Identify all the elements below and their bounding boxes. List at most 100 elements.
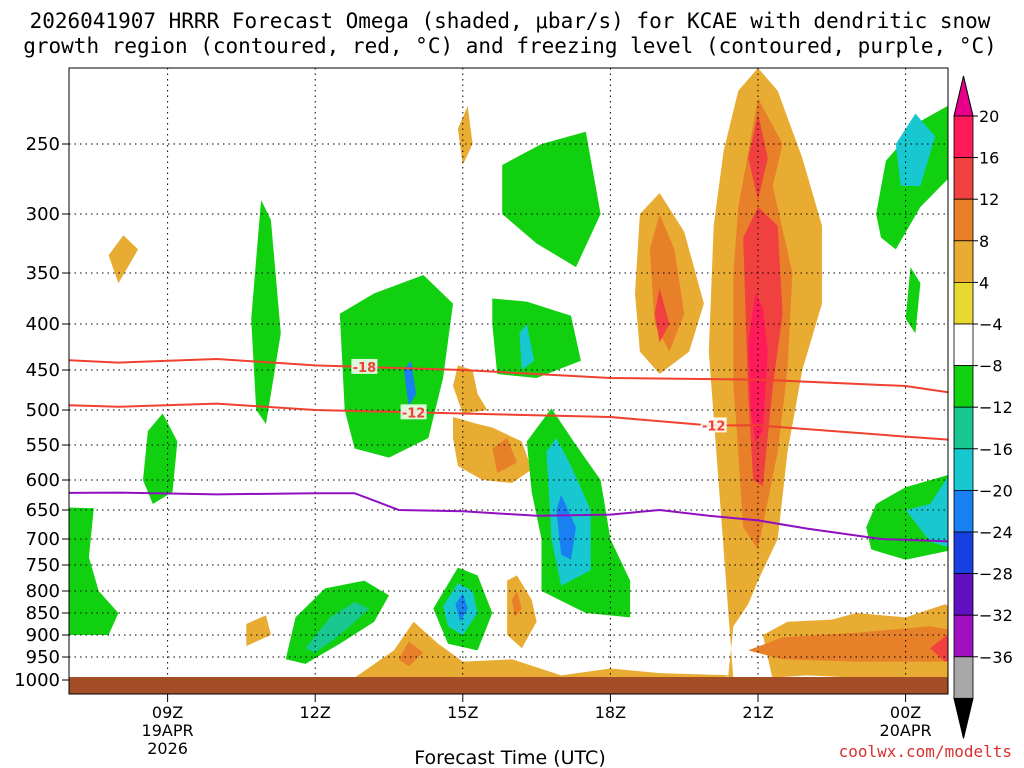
colorbar-tick-label-6: −8	[979, 357, 1003, 376]
colorbar-bin-11	[953, 573, 974, 616]
omega-region-24	[512, 591, 522, 618]
y-tick-label-250: 250	[26, 134, 60, 155]
colorbar-tick-label-10: −24	[979, 523, 1013, 542]
colorbar-bin-2	[953, 198, 974, 242]
y-tick-label-450: 450	[26, 360, 60, 381]
colorbar-bin-4	[953, 281, 974, 325]
colorbar-tick-label-9: −20	[979, 481, 1013, 500]
contour-label-0: -18	[353, 361, 377, 376]
colorbar-bin-10	[953, 531, 974, 574]
colorbar: 20 16 12 8 4 −4 −8 −12 −16 −20 −24 −28 −32 −36	[953, 75, 1013, 739]
omega-region-36	[748, 626, 948, 662]
omega-region-37	[930, 634, 948, 662]
omega-region-4	[246, 615, 271, 646]
y-tick-label-500: 500	[26, 400, 60, 421]
x-tick-label-00Z: 00Z	[890, 703, 921, 722]
y-tick-label-950: 950	[26, 647, 60, 668]
omega-region-9	[354, 621, 734, 679]
contour-label-2: -12	[702, 419, 726, 434]
y-tick-label-850: 850	[26, 603, 60, 624]
omega-region-25	[502, 131, 601, 268]
x-tick-label-15Z: 15Z	[447, 703, 478, 722]
contour-label-bg-0	[351, 358, 378, 374]
y-tick-label-350: 350	[26, 263, 60, 284]
omega-region-10	[398, 641, 424, 667]
colorbar-tick-label-5: −4	[979, 315, 1003, 334]
x-tick-label-12Z: 12Z	[300, 703, 331, 722]
omega-region-2	[108, 235, 139, 284]
colorbar-bin-6	[953, 365, 974, 408]
colorbar-bin-8	[953, 448, 974, 491]
y-tick-label-1000: 1000	[14, 670, 60, 691]
colorbar-tick-label-2: 12	[979, 190, 999, 209]
contour-label-bg-2	[700, 417, 727, 433]
contour-lines: -18 -12 -12	[69, 357, 948, 543]
omega-region-22	[556, 495, 576, 560]
contour-3	[69, 491, 948, 543]
omega-region-8	[403, 360, 417, 406]
colorbar-tick-label-8: −16	[979, 440, 1013, 459]
x-axis-label: Forecast Time (UTC)	[414, 747, 605, 768]
omega-region-13	[492, 438, 517, 473]
y-tick-label-750: 750	[26, 555, 60, 576]
colorbar-bin-13	[953, 656, 974, 699]
omega-region-17	[455, 593, 468, 622]
omega-region-6	[305, 602, 370, 653]
omega-region-28	[654, 288, 670, 343]
plot-area: -18 -12 -12	[69, 68, 948, 679]
contour-label-1: -12	[402, 406, 426, 421]
colorbar-tick-label-0: 20	[979, 107, 999, 126]
colorbar-bottom-cap	[953, 697, 974, 739]
omega-region-11	[453, 365, 488, 414]
contour-label-bg-1	[400, 404, 427, 420]
omega-region-3	[251, 200, 281, 424]
y-tick-label-550: 550	[26, 435, 60, 456]
x-year-label-09Z: 2026	[147, 739, 188, 758]
colorbar-tick-label-11: −28	[979, 565, 1013, 584]
colorbar-bin-9	[953, 489, 974, 533]
y-tick-label-700: 700	[26, 529, 60, 550]
omega-region-40	[905, 267, 921, 334]
colorbar-bin-0	[953, 115, 974, 158]
contour-1	[69, 402, 948, 441]
contour-0	[69, 357, 948, 394]
omega-region-35	[753, 342, 761, 402]
chart-title-line2: growth region (contoured, red, °C) and f…	[23, 34, 997, 58]
colorbar-bin-5	[953, 323, 974, 366]
y-tick-label-300: 300	[26, 204, 60, 225]
y-tick-label-650: 650	[26, 500, 60, 521]
y-tick-label-800: 800	[26, 581, 60, 602]
x-tick-label-09Z: 09Z	[152, 703, 183, 722]
colorbar-bin-7	[953, 406, 974, 450]
x-date-label-00Z: 20APR	[880, 721, 932, 740]
colorbar-tick-label-12: −32	[979, 606, 1013, 625]
omega-region-14	[457, 106, 473, 165]
omega-region-12	[453, 417, 532, 483]
x-tick-label-21Z: 21Z	[742, 703, 773, 722]
colorbar-tick-label-7: −12	[979, 398, 1013, 417]
chart-title-line1: 2026041907 HRRR Forecast Omega (shaded, …	[30, 9, 991, 33]
colorbar-tick-label-13: −36	[979, 648, 1013, 667]
omega-region-19	[519, 324, 535, 370]
omega-region-18	[492, 298, 581, 378]
colorbar-bin-1	[953, 157, 974, 200]
x-date-label-09Z: 19APR	[142, 721, 194, 740]
plot-frame	[68, 67, 949, 695]
omega-region-23	[507, 575, 537, 649]
colorbar-bin-3	[953, 240, 974, 283]
colorbar-top-cap	[953, 75, 974, 117]
colorbar-tick-label-4: 4	[979, 273, 989, 292]
colorbar-tick-label-3: 8	[979, 232, 989, 251]
gridlines	[69, 68, 948, 679]
colorbar-bin-12	[953, 614, 974, 658]
y-tick-label-400: 400	[26, 314, 60, 335]
x-tick-label-18Z: 18Z	[595, 703, 626, 722]
omega-region-1	[143, 413, 178, 504]
y-tick-label-900: 900	[26, 625, 60, 646]
omega-region-42	[905, 476, 948, 548]
ground-surface	[69, 677, 948, 694]
y-tick-label-600: 600	[26, 470, 60, 491]
